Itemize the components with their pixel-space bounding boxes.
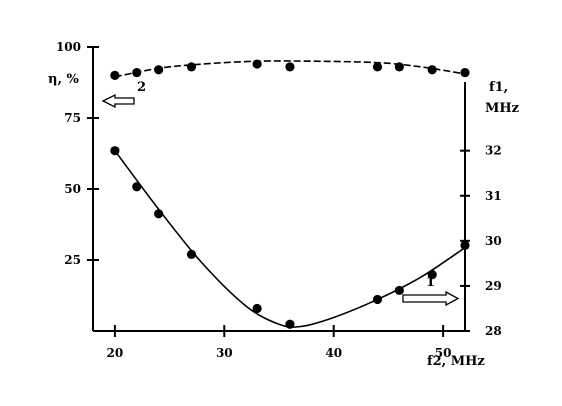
right-arrow-icon [402,290,460,307]
data-point-series-1 [186,249,197,259]
annotation-label-2: 2 [137,80,146,95]
ticks: 25 50 75 100 28 29 30 31 32 20 30 40 50 [56,40,502,360]
fit-curve-series-2 [114,60,466,78]
data-point-series-1 [154,209,164,219]
left-tick-label: 25 [64,253,81,267]
right-tick-label: 30 [485,234,502,248]
x-axis-label: f2, MHz [427,354,485,369]
annotation-arrows [101,93,460,307]
data-point-series-1 [372,294,383,305]
data-point-series-2 [252,59,262,69]
axis-labels: η, % f1, MHz f2, MHz 2 1 [48,72,519,369]
right-tick-label: 29 [485,279,502,293]
right-tick-label: 32 [485,144,502,158]
data-point-series-1 [394,285,404,296]
data-point-series-1 [285,319,295,329]
data-point-series-1 [110,146,120,156]
data-point-series-2 [285,62,295,72]
bottom-tick-label: 40 [325,346,342,360]
data-point-series-2 [394,62,404,72]
fit-curves [114,60,466,328]
data-point-series-2 [154,65,164,75]
axes [92,47,466,332]
data-point-series-1 [460,240,470,250]
bottom-tick-label: 20 [107,346,124,360]
left-tick-label: 50 [64,182,81,196]
bottom-tick-label: 30 [216,346,233,360]
annotation-label-1: 1 [426,275,435,290]
data-point-series-2 [110,70,120,80]
data-points [110,59,470,329]
right-tick-label: 28 [485,324,502,338]
left-tick-label: 75 [64,111,81,125]
left-tick-label: 100 [56,40,81,54]
data-point-series-1 [132,182,142,192]
data-point-series-1 [252,303,262,314]
right-axis-label-line1: f1, [489,80,508,95]
data-point-series-2 [460,67,470,78]
right-axis-label-line2: MHz [485,101,519,116]
data-point-series-2 [427,65,437,75]
data-point-series-2 [372,62,383,72]
bottom-tick-label: 50 [435,346,452,360]
left-axis-label: η, % [48,72,80,87]
data-point-series-2 [132,67,142,78]
data-point-series-1 [427,270,437,280]
right-tick-label: 31 [485,189,502,203]
data-point-series-2 [186,62,197,72]
left-arrow-icon [101,93,135,109]
